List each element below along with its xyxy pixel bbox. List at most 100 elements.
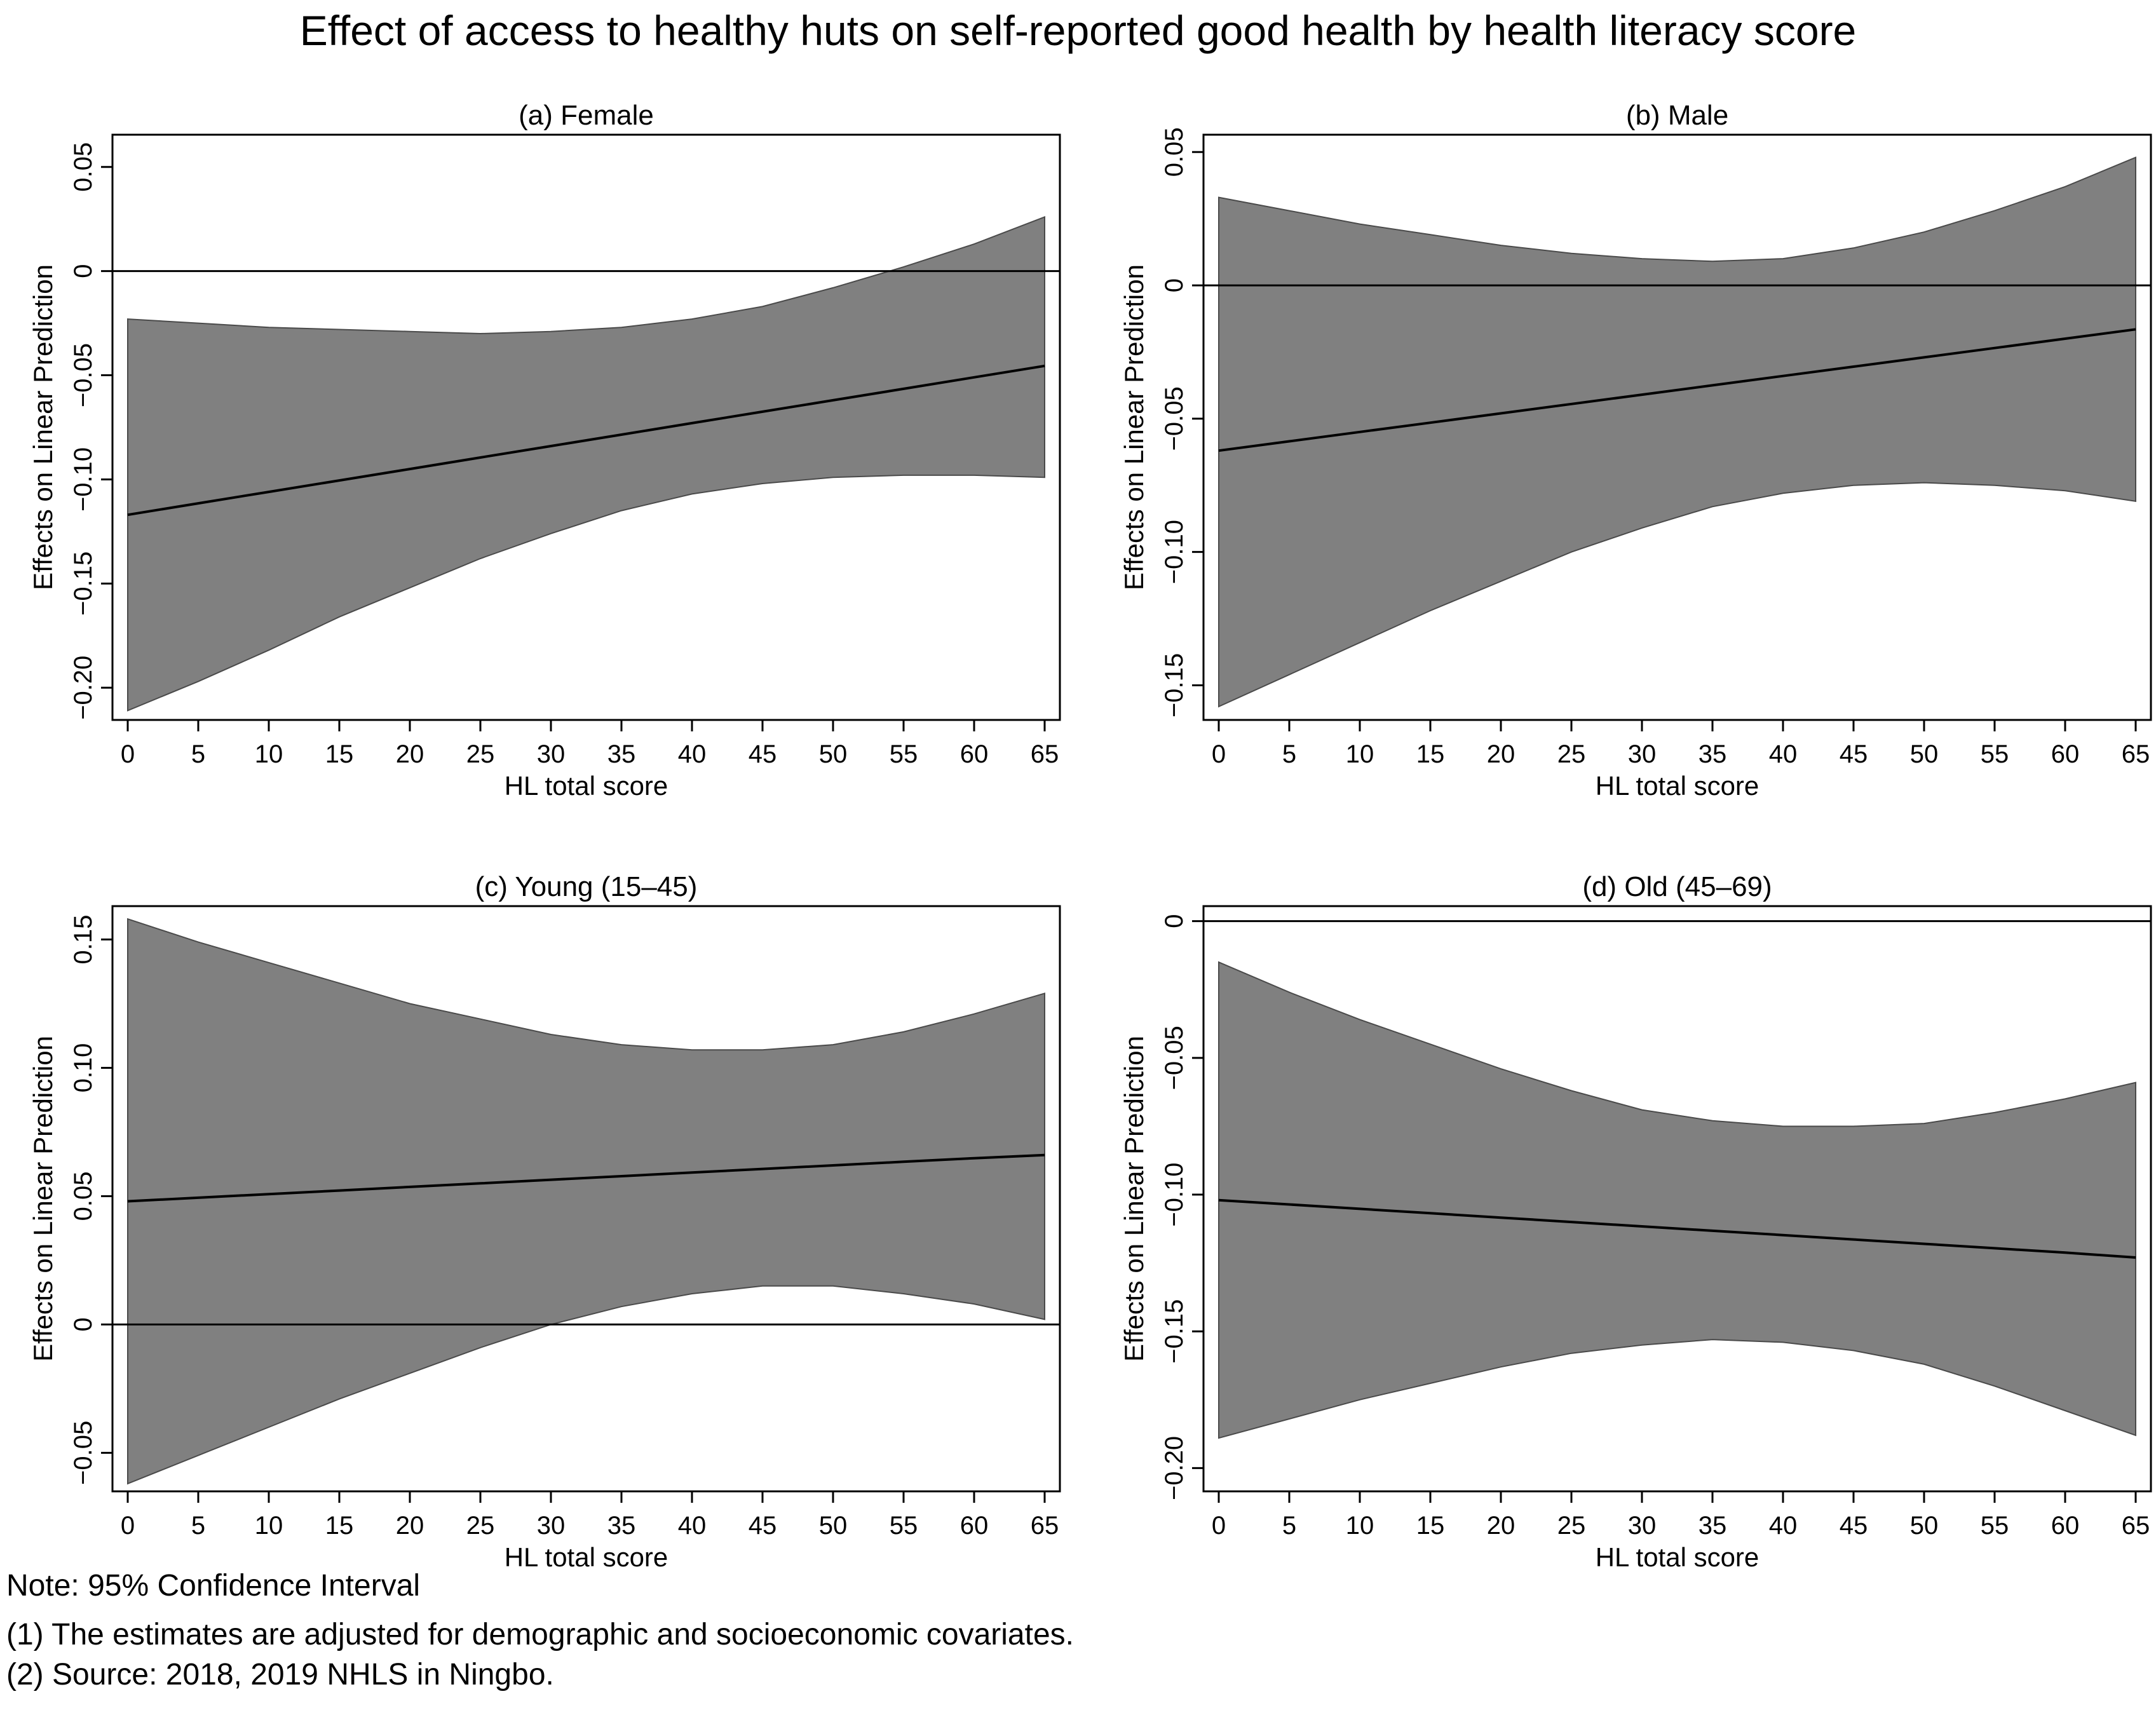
x-tick-label: 30 xyxy=(1628,740,1657,768)
x-tick-label: 45 xyxy=(1840,740,1868,768)
x-tick-label: 35 xyxy=(1698,740,1727,768)
x-axis-label: HL total score xyxy=(505,1542,668,1572)
note-ci: Note: 95% Confidence Interval xyxy=(6,1569,421,1603)
x-tick-label: 40 xyxy=(1769,1512,1798,1540)
estimate-line xyxy=(127,1153,1045,1203)
y-tick-label: −0.10 xyxy=(1160,520,1188,584)
ci-band xyxy=(1218,156,2136,708)
y-tick-label: −0.10 xyxy=(69,447,97,512)
x-tick-label: 5 xyxy=(191,1512,205,1540)
y-tick-label: −0.20 xyxy=(69,656,97,720)
x-tick-label: 55 xyxy=(890,1512,918,1540)
y-axis-label: Effects on Linear Prediction xyxy=(1119,264,1149,590)
y-axis-label: Effects on Linear Prediction xyxy=(1119,1036,1149,1362)
x-tick-label: 10 xyxy=(1346,1512,1374,1540)
x-tick-label: 15 xyxy=(325,740,354,768)
plot-frame xyxy=(111,133,1061,721)
estimate-line xyxy=(127,364,1045,517)
x-tick-label: 50 xyxy=(819,740,848,768)
x-tick-label: 65 xyxy=(2122,740,2150,768)
y-axis-label: Effects on Linear Prediction xyxy=(28,1036,58,1362)
panel-title: (b) Male xyxy=(1626,100,1728,131)
x-tick-label: 5 xyxy=(1282,1512,1296,1540)
x-axis-label: HL total score xyxy=(505,771,668,801)
y-tick-label: 0 xyxy=(1160,278,1188,292)
x-tick-label: 65 xyxy=(2122,1512,2150,1540)
main-title: Effect of access to healthy huts on self… xyxy=(299,7,1857,54)
x-tick-label: 30 xyxy=(537,740,566,768)
x-tick-label: 55 xyxy=(890,740,918,768)
chart-panel: 0 5 10 15 20 25 30 35 40 45 50 55 60 65 −0.20 −0.15 −0.1… xyxy=(28,100,1061,801)
note-adjusted: (1) The estimates are adjusted for demog… xyxy=(6,1618,1074,1651)
x-tick-label: 20 xyxy=(1487,1512,1515,1540)
x-tick-label: 0 xyxy=(121,1512,135,1540)
x-tick-label: 50 xyxy=(1910,740,1939,768)
x-tick-label: 65 xyxy=(1031,740,1059,768)
x-tick-label: 60 xyxy=(960,740,989,768)
x-tick-label: 60 xyxy=(2051,740,2080,768)
x-tick-label: 55 xyxy=(1981,740,2009,768)
y-tick-label: −0.15 xyxy=(1160,653,1188,717)
y-tick-label: 0.05 xyxy=(69,142,97,192)
x-tick-label: 10 xyxy=(1346,740,1374,768)
y-tick-label: 0 xyxy=(69,264,97,278)
note-source: (2) Source: 2018, 2019 NHLS in Ningbo. xyxy=(6,1658,554,1692)
x-tick-label: 40 xyxy=(678,740,707,768)
ci-band xyxy=(127,918,1045,1485)
x-tick-label: 45 xyxy=(1840,1512,1868,1540)
chart-panel: 0 5 10 15 20 25 30 35 40 45 50 55 60 65 −0.15 −0.10 −0.0… xyxy=(1119,100,2152,801)
plot-frame xyxy=(1202,133,2152,721)
x-tick-label: 35 xyxy=(607,1512,636,1540)
y-tick-label: −0.20 xyxy=(1160,1436,1188,1500)
x-tick-label: 45 xyxy=(749,740,777,768)
y-tick-label: 0 xyxy=(1160,914,1188,928)
panel-title: (a) Female xyxy=(519,100,654,131)
y-tick-label: −0.05 xyxy=(1160,386,1188,451)
y-axis-label: Effects on Linear Prediction xyxy=(28,264,58,590)
estimate-line xyxy=(1218,1198,2136,1259)
x-tick-label: 15 xyxy=(1416,1512,1445,1540)
y-tick-label: −0.05 xyxy=(69,1421,97,1485)
x-tick-label: 20 xyxy=(396,740,424,768)
chart-panel: 0 5 10 15 20 25 30 35 40 45 50 55 60 65 −0.20 −0.15 −0.1… xyxy=(1119,871,2152,1572)
x-tick-label: 55 xyxy=(1981,1512,2009,1540)
x-tick-label: 15 xyxy=(325,1512,354,1540)
panel-title: (c) Young (15–45) xyxy=(475,871,698,902)
x-tick-label: 50 xyxy=(1910,1512,1939,1540)
x-tick-label: 5 xyxy=(1282,740,1296,768)
x-tick-label: 5 xyxy=(191,740,205,768)
x-axis-label: HL total score xyxy=(1596,1542,1759,1572)
x-tick-label: 25 xyxy=(466,740,495,768)
x-tick-label: 0 xyxy=(1212,740,1226,768)
estimate-line xyxy=(1218,328,2136,452)
plot-frame xyxy=(1202,905,2152,1493)
x-tick-label: 30 xyxy=(537,1512,566,1540)
x-tick-label: 60 xyxy=(2051,1512,2080,1540)
x-tick-label: 0 xyxy=(1212,1512,1226,1540)
x-tick-label: 25 xyxy=(1557,1512,1586,1540)
y-tick-label: 0.05 xyxy=(69,1172,97,1221)
x-tick-label: 50 xyxy=(819,1512,848,1540)
y-tick-label: −0.05 xyxy=(1160,1026,1188,1090)
y-tick-label: 0.10 xyxy=(69,1043,97,1093)
y-tick-label: −0.05 xyxy=(69,343,97,407)
x-tick-label: 30 xyxy=(1628,1512,1657,1540)
x-tick-label: 15 xyxy=(1416,740,1445,768)
x-tick-label: 20 xyxy=(1487,740,1515,768)
x-tick-label: 40 xyxy=(678,1512,707,1540)
plot-frame xyxy=(111,905,1061,1493)
x-tick-label: 20 xyxy=(396,1512,424,1540)
x-tick-label: 25 xyxy=(1557,740,1586,768)
x-tick-label: 60 xyxy=(960,1512,989,1540)
y-tick-label: −0.10 xyxy=(1160,1162,1188,1226)
ci-band xyxy=(1218,961,2136,1439)
x-tick-label: 35 xyxy=(607,740,636,768)
x-tick-label: 45 xyxy=(749,1512,777,1540)
x-tick-label: 35 xyxy=(1698,1512,1727,1540)
x-tick-label: 10 xyxy=(255,1512,283,1540)
x-tick-label: 10 xyxy=(255,740,283,768)
y-tick-label: −0.15 xyxy=(69,552,97,616)
y-tick-label: 0.05 xyxy=(1160,127,1188,177)
y-tick-label: 0 xyxy=(69,1317,97,1331)
